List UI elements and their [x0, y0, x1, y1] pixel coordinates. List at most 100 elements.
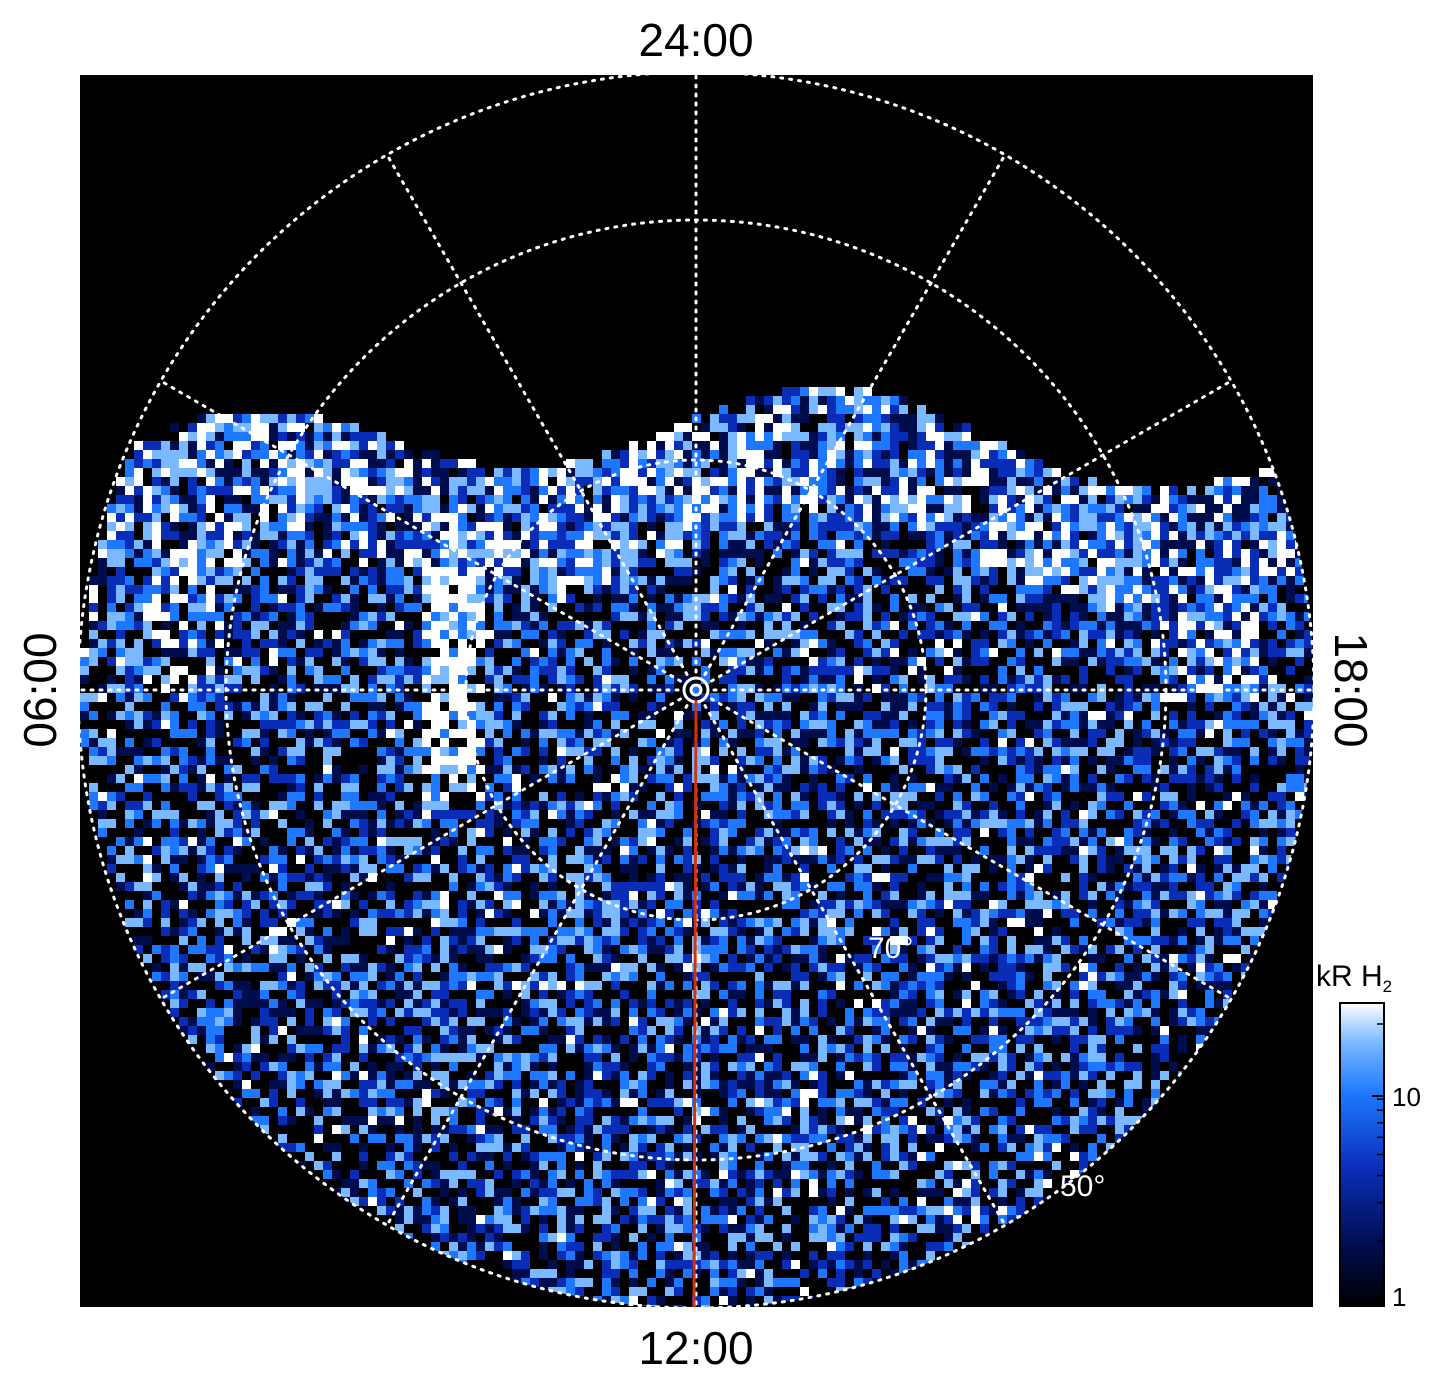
emission-cell: [674, 639, 683, 648]
emission-cell: [503, 738, 512, 747]
emission-cell: [773, 486, 782, 495]
emission-cell: [377, 702, 386, 711]
emission-cell: [494, 711, 503, 720]
emission-cell: [215, 765, 224, 774]
emission-cell: [269, 603, 278, 612]
emission-cell: [287, 567, 296, 576]
emission-cell: [1088, 756, 1097, 765]
emission-cell: [971, 531, 980, 540]
emission-cell: [665, 630, 674, 639]
emission-cell: [566, 666, 575, 675]
emission-cell: [476, 711, 485, 720]
emission-cell: [764, 612, 773, 621]
emission-cell: [278, 630, 287, 639]
emission-cell: [1142, 486, 1151, 495]
emission-cell: [260, 684, 269, 693]
emission-cell: [1088, 801, 1097, 810]
emission-cell: [746, 594, 755, 603]
emission-cell: [1241, 765, 1250, 774]
emission-cell: [1061, 738, 1070, 747]
emission-cell: [350, 648, 359, 657]
emission-cell: [1007, 630, 1016, 639]
emission-cell: [881, 450, 890, 459]
emission-cell: [1178, 639, 1187, 648]
emission-cell: [746, 756, 755, 765]
emission-cell: [845, 693, 854, 702]
emission-cell: [1007, 459, 1016, 468]
emission-cell: [1034, 468, 1043, 477]
emission-cell: [350, 720, 359, 729]
emission-cell: [899, 792, 908, 801]
emission-cell: [719, 810, 728, 819]
emission-cell: [728, 801, 737, 810]
emission-cell: [728, 630, 737, 639]
emission-cell: [683, 513, 692, 531]
emission-cell: [143, 720, 152, 729]
emission-cell: [1268, 639, 1277, 648]
emission-cell: [557, 621, 566, 630]
emission-cell: [305, 477, 314, 486]
emission-cell: [872, 666, 881, 675]
emission-cell: [845, 567, 854, 576]
emission-cell: [701, 837, 710, 846]
emission-cell: [863, 747, 872, 756]
emission-cell: [980, 693, 989, 702]
emission-cell: [1214, 792, 1223, 801]
emission-cell: [836, 396, 845, 405]
emission-cell: [143, 846, 152, 855]
emission-cell: [431, 711, 440, 720]
emission-cell: [350, 801, 359, 810]
emission-cell: [989, 693, 998, 702]
emission-cell: [125, 819, 134, 828]
emission-cell: [899, 540, 908, 549]
emission-cell: [719, 459, 728, 468]
emission-cell: [89, 792, 98, 801]
emission-cell: [1079, 603, 1088, 612]
emission-cell: [188, 612, 197, 621]
emission-cell: [1160, 693, 1169, 702]
emission-cell: [548, 648, 557, 657]
emission-cell: [332, 558, 341, 567]
emission-cell: [1178, 747, 1187, 756]
emission-cell: [134, 621, 143, 630]
emission-cell: [440, 810, 449, 819]
emission-cell: [1106, 639, 1115, 648]
emission-cell: [287, 468, 296, 477]
emission-cell: [1034, 657, 1043, 666]
emission-cell: [998, 630, 1007, 639]
emission-cell: [1223, 711, 1232, 720]
emission-cell: [278, 810, 287, 819]
emission-cell: [647, 675, 656, 684]
emission-cell: [602, 459, 611, 468]
emission-cell: [539, 756, 548, 765]
emission-cell: [656, 702, 665, 711]
emission-cell: [647, 810, 656, 819]
emission-cell: [674, 432, 683, 441]
emission-cell: [782, 432, 791, 441]
emission-cell: [593, 666, 602, 675]
emission-cell: [1088, 504, 1097, 513]
emission-cell: [1079, 702, 1088, 711]
emission-cell: [764, 468, 773, 477]
emission-cell: [224, 702, 233, 711]
emission-cell: [134, 756, 143, 765]
emission-cell: [1034, 792, 1043, 801]
emission-cell: [1088, 810, 1097, 819]
emission-cell: [233, 621, 242, 630]
emission-cell: [1214, 540, 1223, 567]
emission-cell: [395, 729, 404, 738]
emission-cell: [881, 585, 890, 594]
emission-cell: [521, 702, 530, 711]
emission-cell: [764, 594, 773, 603]
emission-cell: [251, 594, 260, 603]
emission-cell: [323, 747, 332, 756]
emission-cell: [1088, 828, 1097, 837]
emission-cell: [935, 495, 944, 504]
emission-cell: [449, 684, 458, 693]
emission-cell: [584, 459, 593, 486]
emission-cell: [1043, 720, 1052, 729]
emission-cell: [458, 693, 467, 702]
emission-cell: [728, 594, 737, 603]
emission-cell: [1079, 720, 1088, 729]
emission-cell: [872, 711, 881, 720]
